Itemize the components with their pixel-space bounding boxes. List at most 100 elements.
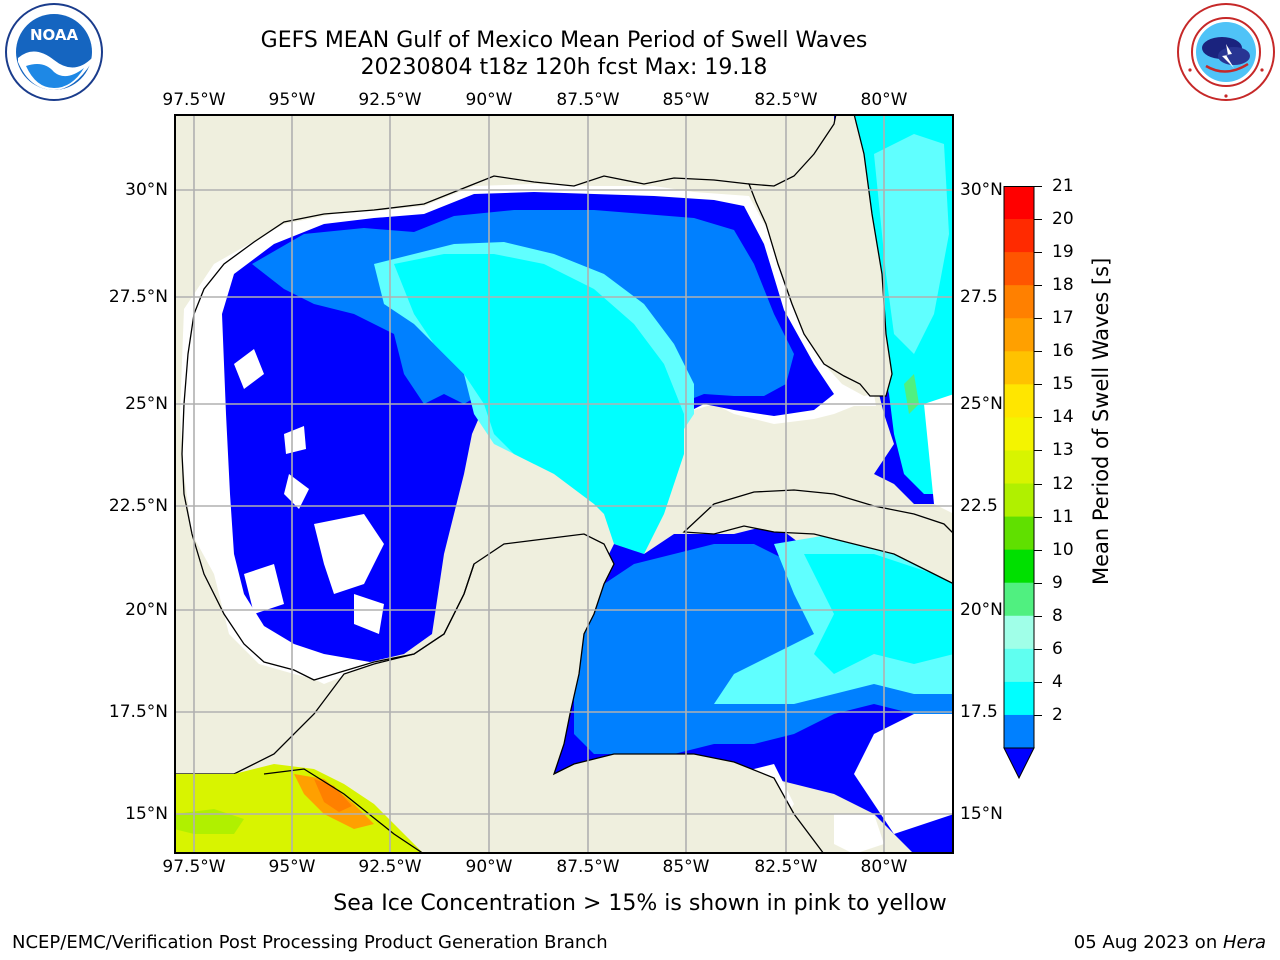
colorbar-swatch (1004, 516, 1034, 551)
colorbar-tick-mark (1034, 714, 1042, 716)
lon-label-bottom: 95°W (268, 857, 316, 877)
masked-patch (284, 474, 309, 509)
colorbar-swatch (1004, 285, 1034, 319)
lat-label-right: 30°N (960, 180, 1003, 200)
lat-label-left: 15°N (125, 804, 168, 824)
map-subtitle: 20230804 t18z 120h fcst Max: 19.18 (360, 55, 768, 80)
lat-label-left: 22.5°N (108, 496, 168, 516)
lon-label-top: 97.5°W (162, 90, 226, 110)
colorbar-tick-label: 8 (1052, 605, 1063, 626)
lat-label-right: 15°N (960, 804, 1003, 824)
lon-label-bottom: 82.5°W (754, 857, 818, 877)
colorbar-tick-label: 20 (1052, 209, 1074, 230)
map-panel (174, 114, 954, 854)
masked-patch (924, 394, 954, 514)
colorbar-tick-mark (1034, 252, 1042, 254)
lon-label-top: 85°W (662, 90, 710, 110)
colorbar-tick-label: 14 (1052, 407, 1074, 428)
masked-patch (314, 514, 384, 594)
pacific-coastline (263, 768, 425, 854)
colorbar-swatch (1004, 351, 1034, 385)
atlantic-light-field (874, 134, 949, 354)
colorbar-swatch (1004, 186, 1034, 220)
colorbar-swatch (1004, 714, 1034, 749)
florida-land (748, 114, 893, 397)
nws-logo (1176, 2, 1276, 102)
caribbean-cyan-field (804, 554, 954, 674)
colorbar-tick-label: 10 (1052, 539, 1074, 560)
colorbar-tick-label: 16 (1052, 341, 1074, 362)
lon-label-top: 92.5°W (358, 90, 422, 110)
footer-machine: Hera (1222, 932, 1266, 953)
footer-credit: NCEP/EMC/Verification Post Processing Pr… (12, 932, 608, 953)
colorbar-tick-mark (1034, 417, 1042, 419)
noaa-logo-text: NOAA (30, 26, 79, 44)
colorbar-tick-label: 2 (1052, 704, 1063, 725)
colorbar-tick-mark (1034, 318, 1042, 320)
lon-label-bottom: 87.5°W (556, 857, 620, 877)
colorbar-tick-label: 9 (1052, 572, 1063, 593)
colorbar-label-wrap: Mean Period of Swell Waves [s] (986, 258, 1216, 585)
footer-date: 05 Aug 2023 on Hera (1074, 932, 1266, 953)
pacific-yellow-field (174, 764, 424, 854)
lat-label-left: 17.5°N (108, 702, 168, 722)
colorbar-tick-mark (1034, 219, 1042, 221)
colorbar-swatch (1004, 318, 1034, 352)
colorbar-swatch (1004, 615, 1034, 650)
colorbar-tick-label: 4 (1052, 671, 1063, 692)
colorbar-tick-mark (1034, 384, 1042, 386)
lon-label-bottom: 92.5°W (358, 857, 422, 877)
colorbar-tick-mark (1034, 582, 1042, 584)
colorbar-tick-mark (1034, 681, 1042, 683)
colorbar-tick-label: 13 (1052, 440, 1074, 461)
colorbar (1000, 186, 1040, 786)
noaa-logo: NOAA (4, 2, 104, 102)
lat-label-right: 22.5 (960, 496, 998, 516)
lon-label-top: 87.5°W (556, 90, 620, 110)
colorbar-tick-label: 12 (1052, 473, 1074, 494)
colorbar-swatch (1004, 483, 1034, 518)
colorbar-tick-mark (1034, 615, 1042, 617)
colorbar-swatch (1004, 219, 1034, 253)
pacific-green-patch (174, 809, 244, 834)
colorbar-tick-mark (1034, 648, 1042, 650)
gulf-coastline (181, 175, 750, 681)
colorbar-tick-label: 19 (1052, 242, 1074, 263)
colorbar-swatch (1004, 252, 1034, 286)
lat-label-left: 25°N (125, 394, 168, 414)
colorbar-border (1003, 186, 1035, 749)
colorbar-tick-mark (1034, 351, 1042, 353)
colorbar-label: Mean Period of Swell Waves [s] (1089, 257, 1113, 585)
colorbar-swatches (1003, 186, 1035, 780)
colorbar-swatch (1004, 648, 1034, 683)
colorbar-tick-mark (1034, 516, 1042, 518)
masked-patch (244, 564, 284, 614)
masked-patch (834, 814, 884, 854)
map-title: GEFS MEAN Gulf of Mexico Mean Period of … (260, 28, 868, 53)
colorbar-tick-label: 6 (1052, 638, 1063, 659)
colorbar-tick-label: 18 (1052, 275, 1074, 296)
colorbar-tick-mark (1034, 483, 1042, 485)
lon-label-bottom: 90°W (465, 857, 513, 877)
lat-label-left: 27.5°N (108, 287, 168, 307)
lon-label-top: 80°W (860, 90, 908, 110)
colorbar-tick-mark (1034, 186, 1042, 187)
yucatan-land (174, 533, 825, 854)
colorbar-under-triangle (1003, 747, 1035, 780)
masked-patch (284, 426, 306, 454)
colorbar-tick-mark (1034, 450, 1042, 452)
lon-label-top: 90°W (465, 90, 513, 110)
masked-patch (854, 714, 954, 834)
lon-label-bottom: 97.5°W (162, 857, 226, 877)
map-frame (174, 114, 954, 854)
sea-ice-note: Sea Ice Concentration > 15% is shown in … (333, 891, 947, 916)
lon-label-bottom: 85°W (662, 857, 710, 877)
colorbar-tick-label: 17 (1052, 308, 1074, 329)
colorbar-swatch (1004, 681, 1034, 716)
colorbar-swatch (1004, 417, 1034, 451)
map-gridlines (174, 114, 954, 854)
colorbar-swatch (1004, 384, 1034, 418)
lon-label-top: 82.5°W (754, 90, 818, 110)
lat-label-right: 25°N (960, 394, 1003, 414)
colorbar-tick-label: 11 (1052, 506, 1074, 527)
